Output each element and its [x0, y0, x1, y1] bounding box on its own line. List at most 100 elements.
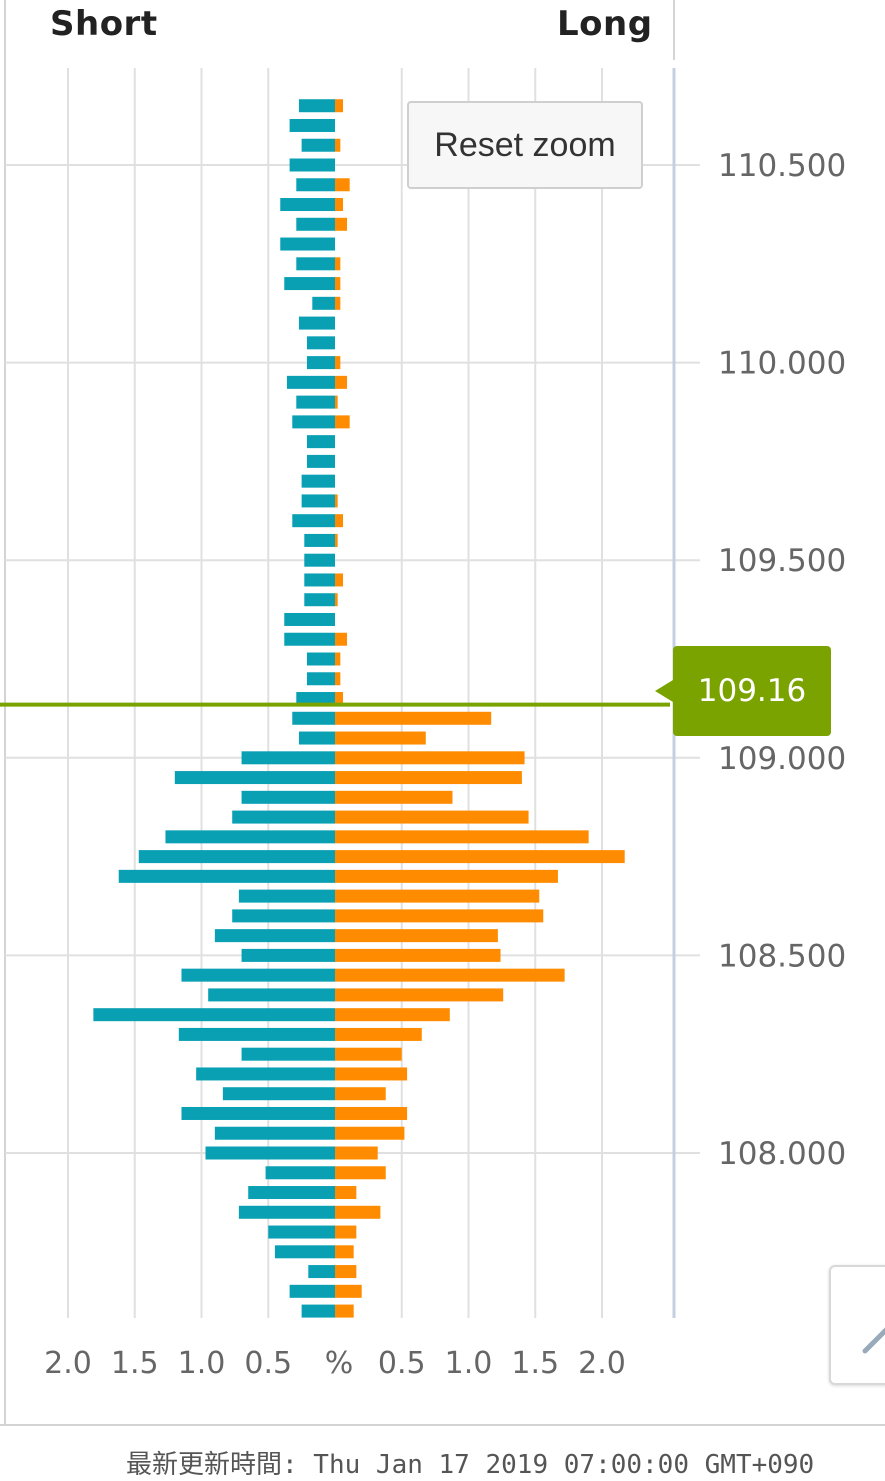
short-bar: [292, 711, 335, 725]
long-bar: [335, 1067, 408, 1081]
long-bar: [335, 731, 426, 745]
short-bar: [181, 968, 335, 982]
short-bar: [205, 1146, 335, 1160]
long-bar: [335, 790, 453, 804]
long-bar: [335, 375, 348, 389]
long-bar: [335, 277, 341, 291]
short-bar: [304, 533, 335, 547]
y-tick-label: 108.000: [718, 1136, 846, 1172]
long-bar: [335, 1106, 408, 1120]
x-tick-label: 0.5: [378, 1346, 426, 1381]
x-tick-label: 2.0: [578, 1346, 626, 1381]
long-bar: [335, 178, 350, 192]
long-header: Long: [557, 4, 653, 44]
long-bar: [335, 573, 344, 587]
long-bar: [335, 948, 501, 962]
short-bar: [308, 1265, 335, 1279]
long-bar: [335, 1186, 357, 1200]
y-tick-label: 110.000: [718, 346, 846, 382]
short-bar: [241, 790, 335, 804]
side-expand-button[interactable]: [829, 1265, 885, 1385]
long-bar: [335, 909, 544, 923]
short-bar: [214, 929, 335, 943]
short-bar: [208, 988, 335, 1002]
long-bar: [335, 1008, 450, 1022]
long-bar: [335, 692, 344, 706]
long-bar: [335, 751, 525, 765]
x-tick-label: 1.0: [445, 1346, 493, 1381]
x-tick-label: 2.0: [44, 1346, 92, 1381]
x-tick-label: 0.5: [244, 1346, 292, 1381]
short-bar: [241, 751, 335, 765]
short-bar: [232, 810, 335, 824]
reset-zoom-button[interactable]: Reset zoom: [407, 101, 643, 189]
short-bar: [265, 1166, 335, 1180]
short-bar: [304, 553, 335, 567]
long-bar: [335, 1304, 354, 1318]
short-bar: [241, 1047, 335, 1061]
short-header: Short: [50, 4, 158, 44]
short-bar: [280, 237, 335, 251]
y-tick-label: 109.000: [718, 741, 846, 777]
short-bar: [298, 731, 335, 745]
short-bar: [214, 1126, 335, 1140]
short-bar: [298, 99, 335, 113]
long-bar: [335, 810, 529, 824]
short-bar: [280, 198, 335, 212]
long-bar: [335, 138, 341, 152]
short-bar: [306, 435, 335, 449]
long-bar: [335, 296, 341, 310]
short-bar: [138, 850, 335, 864]
long-bar: [335, 1047, 402, 1061]
long-bar: [335, 257, 341, 271]
y-tick-label: 110.500: [718, 148, 846, 184]
x-tick-label: 1.5: [111, 1346, 159, 1381]
long-bar: [335, 672, 341, 686]
short-bar: [196, 1067, 335, 1081]
short-bar: [296, 692, 335, 706]
short-bar: [118, 869, 335, 883]
short-bar: [304, 573, 335, 587]
short-bar: [296, 217, 335, 231]
short-bar: [222, 1087, 335, 1101]
long-bar: [335, 889, 540, 903]
long-bar: [335, 1027, 422, 1041]
short-bar: [306, 454, 335, 468]
last-updated-text: 最新更新時間: Thu Jan 17 2019 07:00:00 GMT+090: [126, 1450, 815, 1480]
long-bar: [335, 356, 341, 370]
short-bar: [93, 1008, 336, 1022]
long-bar: [335, 929, 498, 943]
long-bar: [335, 395, 338, 409]
short-bar: [232, 909, 335, 923]
short-bar: [181, 1106, 335, 1120]
short-bar: [268, 1225, 335, 1239]
short-bar: [301, 138, 335, 152]
short-bar: [241, 948, 335, 962]
short-bar: [165, 830, 335, 844]
short-bar: [284, 277, 335, 291]
short-bar: [296, 395, 335, 409]
long-bar: [335, 217, 348, 231]
short-bar: [274, 1245, 335, 1259]
short-bar: [289, 118, 335, 132]
long-bar: [335, 1146, 378, 1160]
short-bar: [301, 474, 335, 488]
long-bar: [335, 968, 565, 982]
short-bar: [296, 178, 335, 192]
long-bar: [335, 830, 589, 844]
short-bar: [296, 257, 335, 271]
grid-layer: [0, 0, 885, 1426]
short-bar: [301, 1304, 335, 1318]
long-bar: [335, 1126, 405, 1140]
short-bar: [292, 415, 335, 429]
short-bar: [286, 375, 335, 389]
long-bar: [335, 1166, 386, 1180]
long-bar: [335, 652, 341, 666]
short-bar: [306, 356, 335, 370]
long-bar: [335, 1265, 357, 1279]
short-bar: [306, 672, 335, 686]
short-bar: [298, 316, 335, 330]
short-bar: [178, 1027, 335, 1041]
long-bar: [335, 1245, 354, 1259]
